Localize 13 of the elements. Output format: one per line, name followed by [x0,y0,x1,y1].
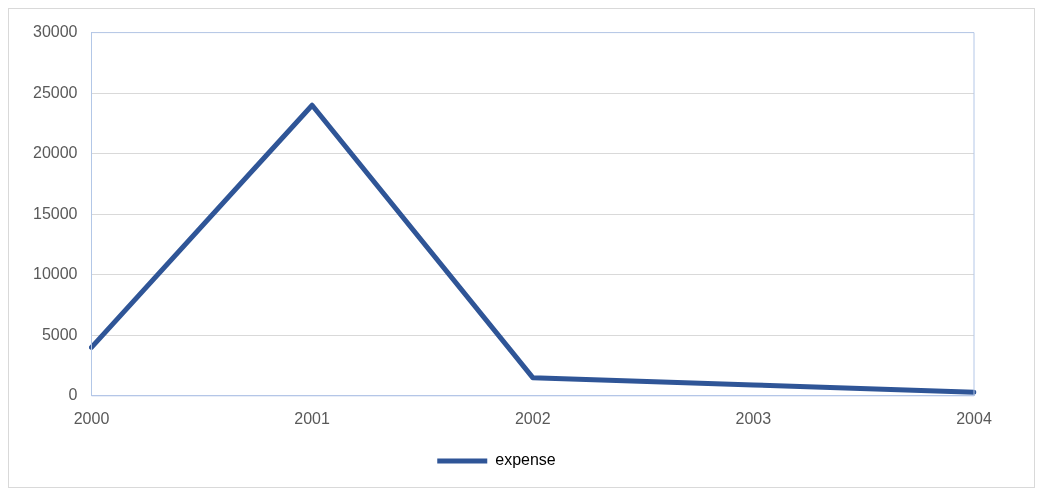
y-tick-label: 25000 [32,83,78,101]
x-tick-label: 2003 [735,409,772,427]
y-tick-label: 0 [68,386,78,404]
y-tick-label: 20000 [32,144,78,162]
x-tick-label: 2004 [956,409,992,427]
y-tick-label: 10000 [32,265,78,283]
y-tick-label: 15000 [32,204,78,222]
y-tick-label: 5000 [41,325,78,343]
legend-label: expense [495,451,556,469]
x-tick-label: 2000 [73,409,110,427]
x-tick-label: 2002 [514,409,551,427]
y-tick-label: 30000 [32,23,78,41]
x-tick-label: 2001 [294,409,331,427]
